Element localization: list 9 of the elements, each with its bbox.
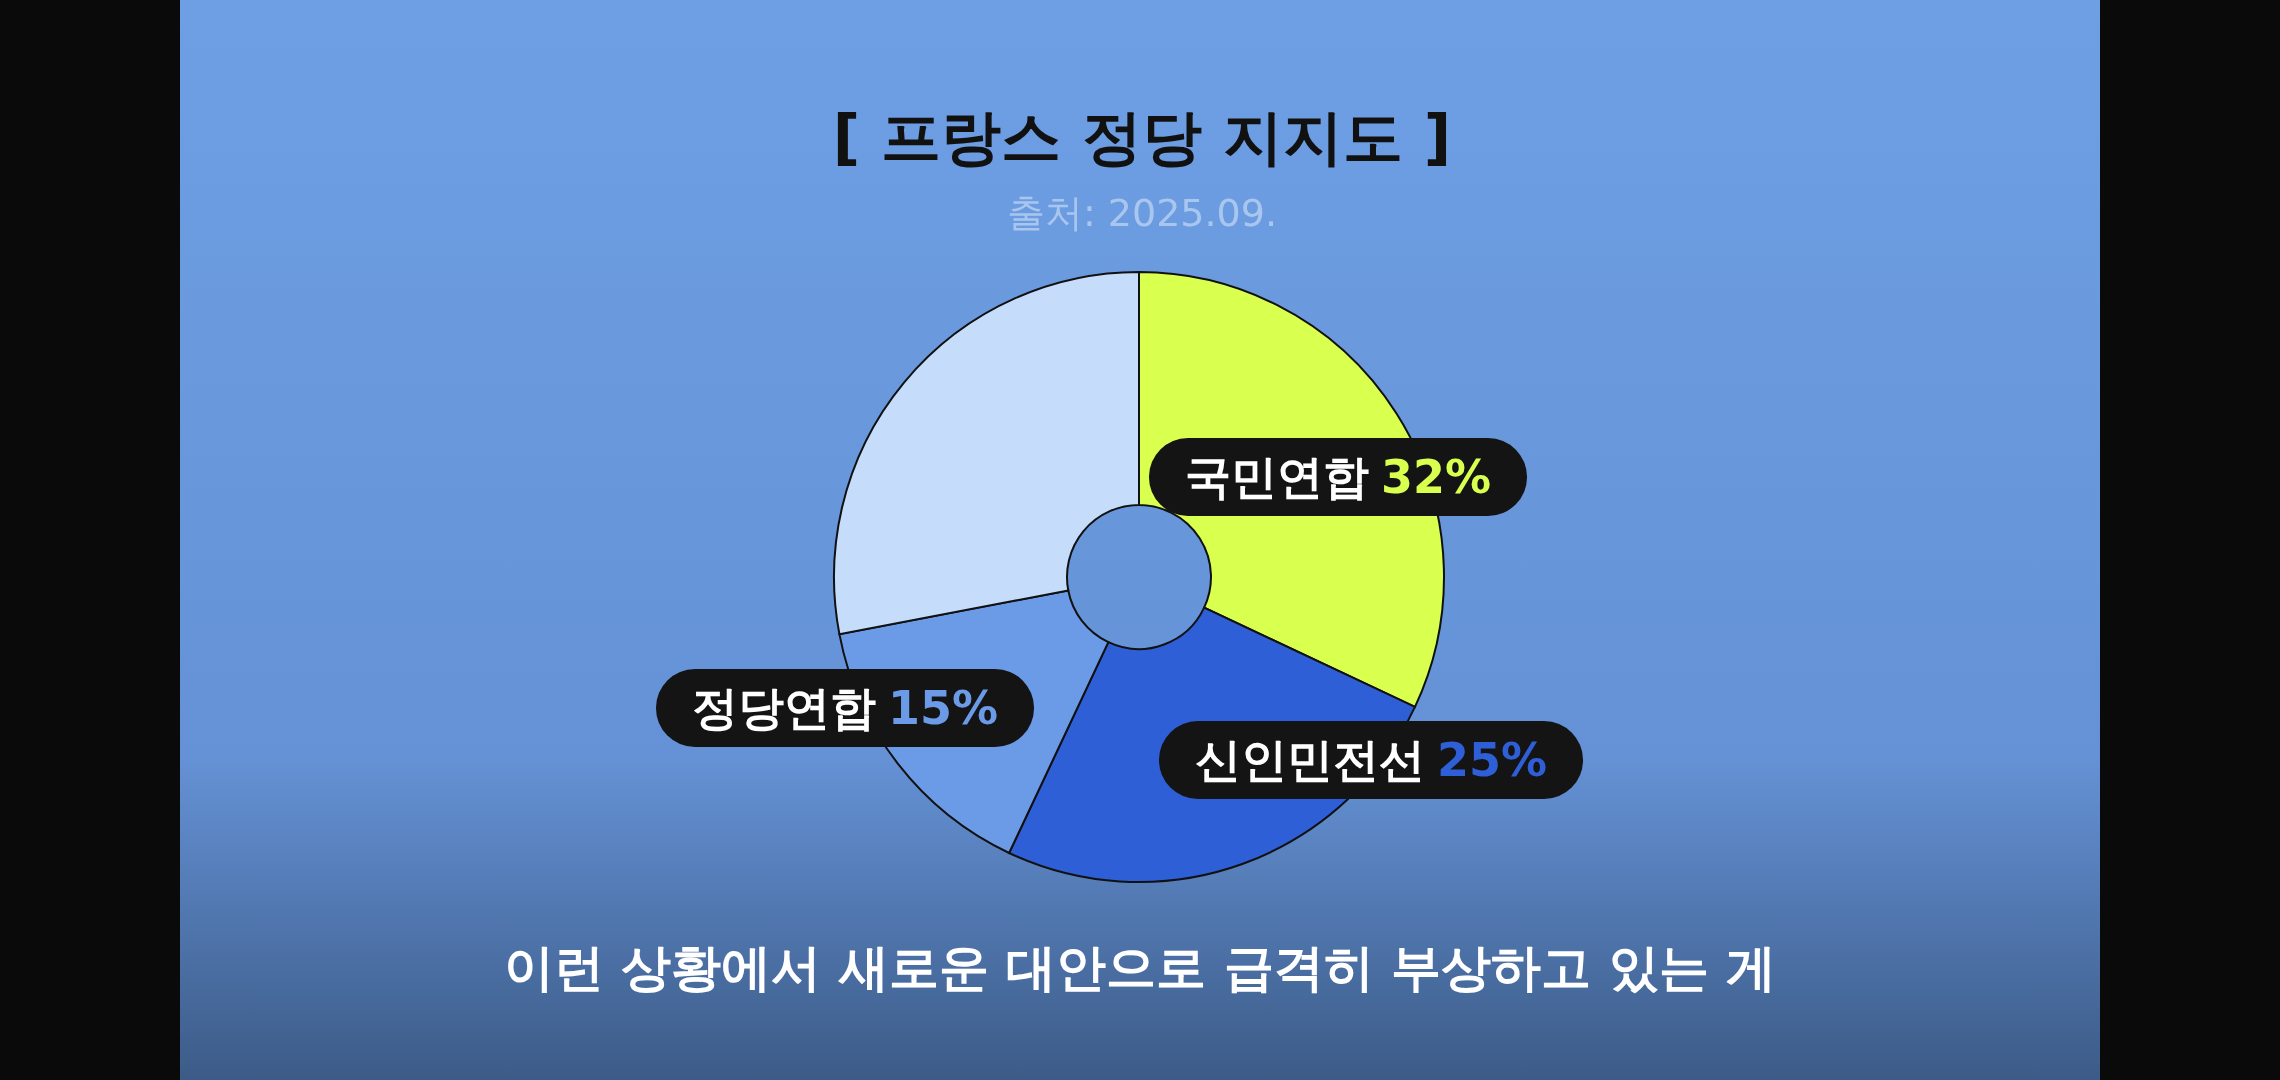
text: 이런 상황에서 새로운 대안으로 급격히 부상하고 있는 게	[504, 939, 1776, 997]
data-label: 15%	[887, 681, 999, 735]
chart-title: [ 프랑스 정당 지지도 ]	[832, 102, 1452, 172]
data-label: 25%	[1436, 733, 1548, 787]
data-label: 32%	[1380, 450, 1492, 504]
slice-label: 정당연합	[691, 681, 876, 735]
slice-label: 신인민전선	[1194, 733, 1425, 787]
chart-subtitle: 출처: 2025.09.	[1006, 191, 1278, 235]
slice-label: 국민연합	[1184, 450, 1369, 504]
